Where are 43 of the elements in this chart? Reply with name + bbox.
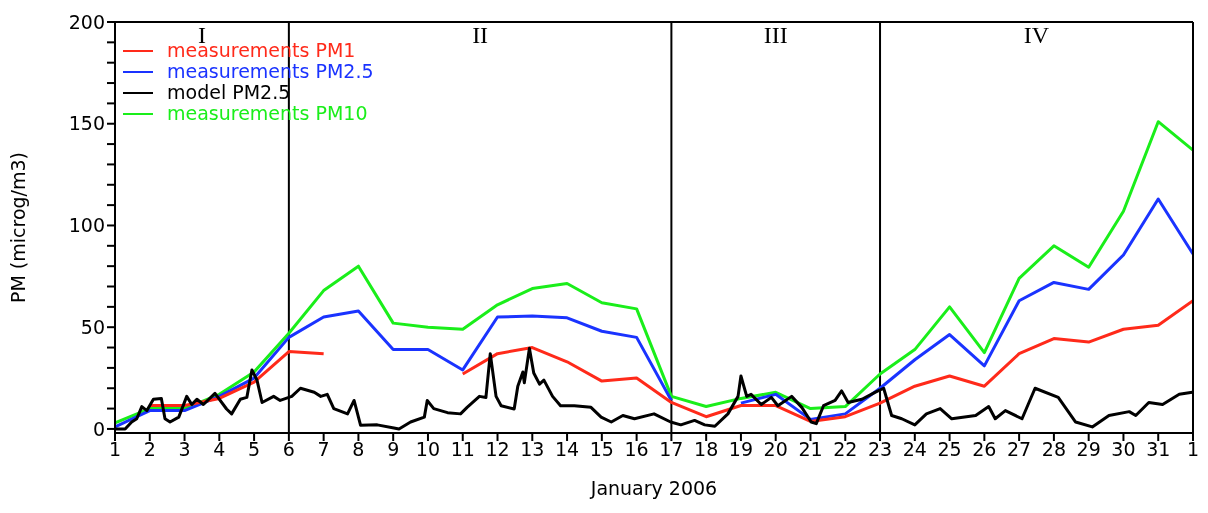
x-tick-label: 26 <box>972 438 997 461</box>
x-tick-label: 1 <box>108 438 122 461</box>
x-tick-label: 6 <box>282 438 295 461</box>
y-tick-label: 150 <box>68 112 105 135</box>
x-tick-label: 13 <box>520 438 545 461</box>
x-tick-label: 18 <box>694 438 719 461</box>
x-tick-label: 23 <box>867 438 893 461</box>
x-tick-label: 31 <box>1146 438 1171 461</box>
x-tick-label: 9 <box>387 438 400 461</box>
annotation: IV <box>1023 22 1050 49</box>
x-tick-label: 3 <box>178 438 191 461</box>
x-tick-label: 1 <box>1186 438 1200 461</box>
y-axis-title: PM (microg/m3) <box>6 151 29 304</box>
x-tick-label: 5 <box>248 438 261 461</box>
x-tick-label: 25 <box>937 438 962 461</box>
x-tick-label: 15 <box>589 438 614 461</box>
x-tick-label: 10 <box>415 438 441 461</box>
x-tick-label: 21 <box>798 438 823 461</box>
x-axis-title: January 2006 <box>589 477 718 499</box>
legend-label: model PM2.5 <box>167 81 291 103</box>
x-tick-label: 20 <box>763 438 788 461</box>
x-tick-label: 28 <box>1041 438 1066 461</box>
x-tick-label: 24 <box>902 438 927 461</box>
x-tick-label: 19 <box>728 438 754 461</box>
x-tick-label: 16 <box>624 438 649 461</box>
x-tick-label: 2 <box>143 438 156 461</box>
x-tick-label: 29 <box>1076 438 1101 461</box>
x-tick-label: 8 <box>352 438 365 461</box>
x-tick-label: 14 <box>554 438 580 461</box>
y-tick-label: 50 <box>80 315 105 338</box>
x-tick-label: 7 <box>317 438 330 461</box>
y-tick-label: 200 <box>68 10 105 33</box>
annotation: III <box>763 22 788 49</box>
x-tick-label: 4 <box>213 438 226 461</box>
x-tick-label: 27 <box>1007 438 1032 461</box>
x-tick-label: 17 <box>659 438 684 461</box>
x-tick-label: 11 <box>450 438 475 461</box>
x-tick-label: 30 <box>1111 438 1136 461</box>
y-tick-label: 100 <box>68 214 105 237</box>
x-tick-label: 22 <box>833 438 858 461</box>
annotation: II <box>472 22 489 49</box>
x-tick-label: 12 <box>485 438 510 461</box>
y-tick-label: 0 <box>92 417 105 440</box>
